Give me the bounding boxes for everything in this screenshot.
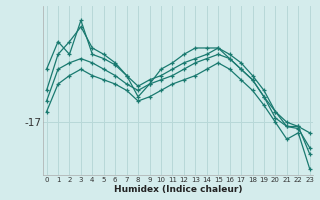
X-axis label: Humidex (Indice chaleur): Humidex (Indice chaleur) [114, 185, 243, 194]
